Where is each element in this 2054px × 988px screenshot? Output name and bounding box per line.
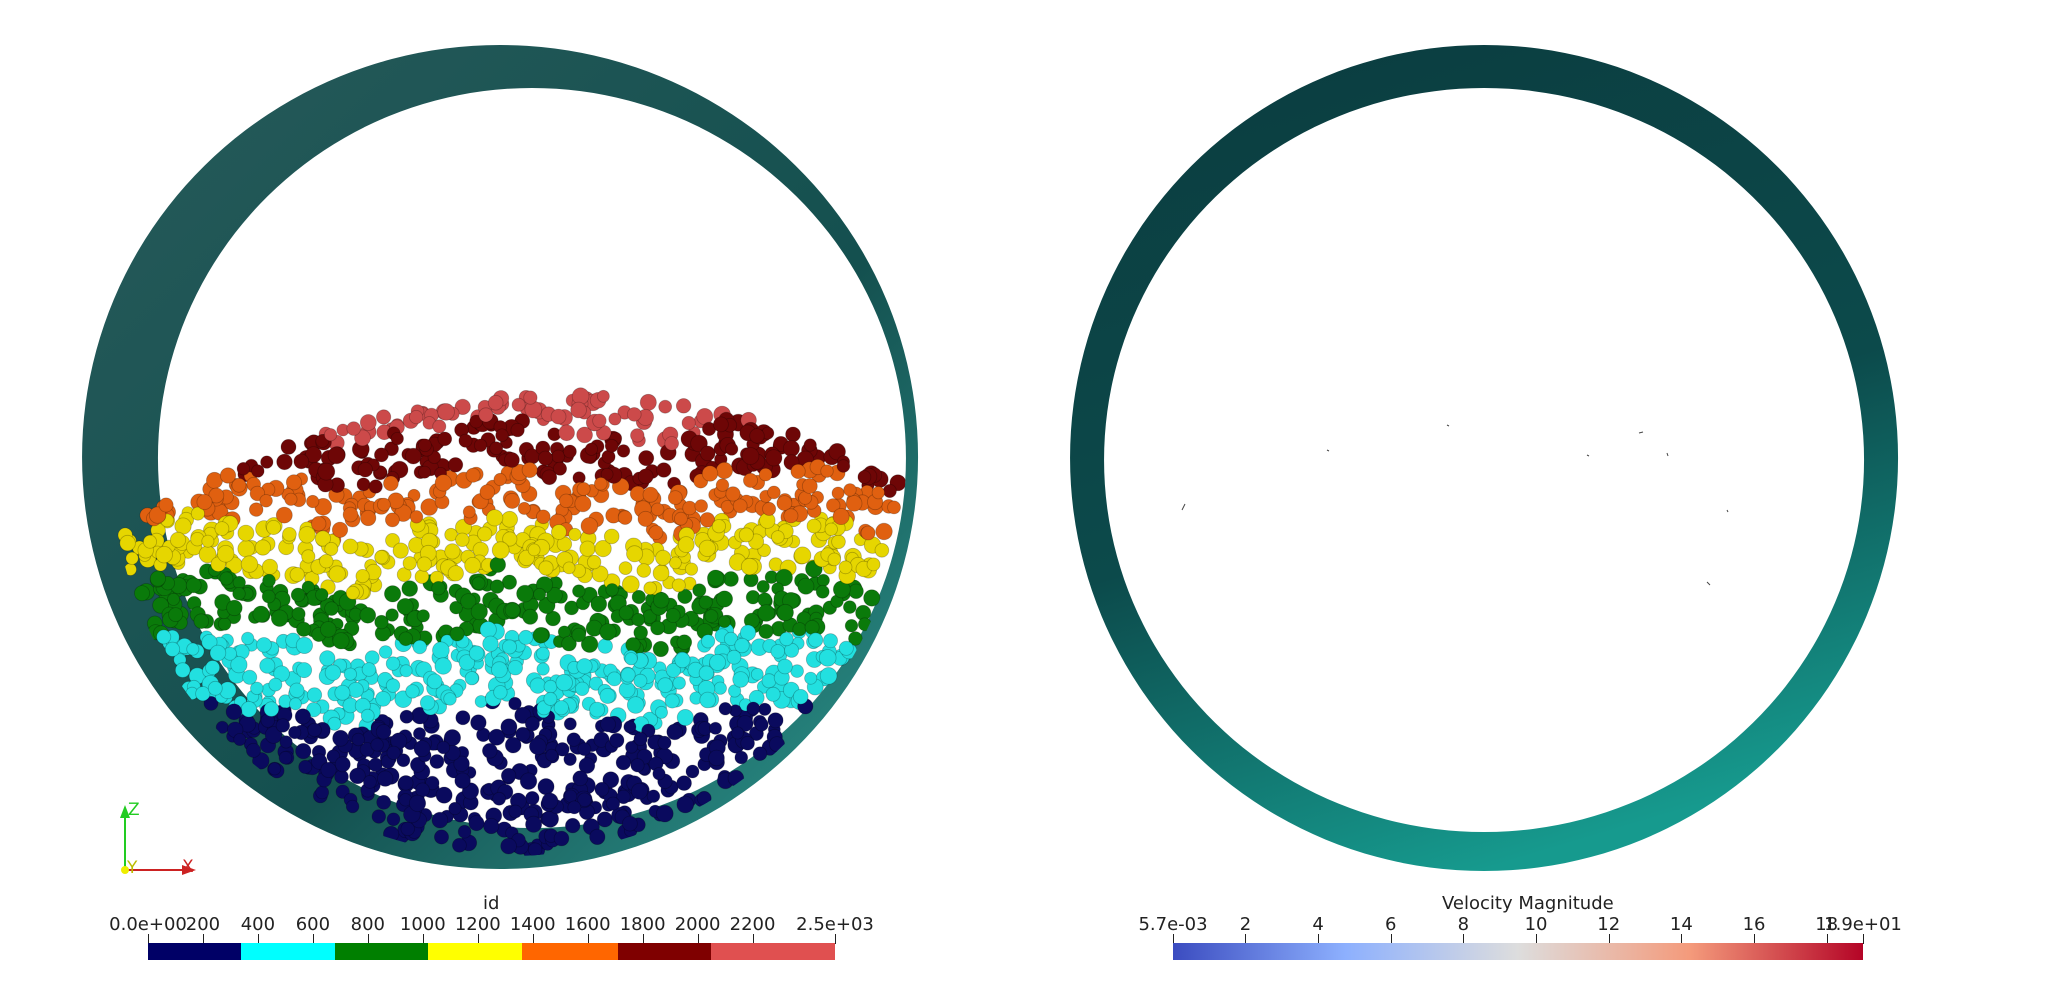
right-render-view[interactable]: Velocity Magnitude 5.7e-03 2 4 6 8 10 12 14 16 18…: [1027, 0, 2054, 988]
id-tick-mark: [752, 934, 754, 944]
colorbar-band: [148, 943, 242, 960]
velocity-tick-label: 10: [1524, 914, 1548, 935]
axis-z-label: Z: [128, 800, 140, 820]
id-tick-mark: [532, 934, 534, 944]
velocity-tick-label: 14: [1669, 914, 1693, 935]
id-tick-label: 1200: [454, 914, 501, 935]
colorbar-band: [334, 943, 429, 960]
velocity-tick-label: 2: [1239, 914, 1252, 935]
id-tick-label: 1000: [399, 914, 446, 935]
id-tick-mark: [587, 934, 589, 944]
velocity-speckles: [1181, 424, 1729, 586]
colorbar-gradient: [148, 943, 835, 960]
id-tick-label: 1400: [509, 914, 556, 935]
velocity-tick-label: 1.9e+01: [1824, 914, 1902, 935]
id-tick-label: 400: [240, 914, 276, 935]
velocity-tick-mark: [1536, 934, 1538, 944]
velocity-tick-mark: [1390, 934, 1392, 944]
id-tick-mark: [367, 934, 369, 944]
velocity-tick-label: 6: [1385, 914, 1397, 935]
id-tick-mark: [257, 934, 259, 944]
id-tick-mark: [148, 934, 149, 944]
right-drum-scene[interactable]: [1027, 0, 2054, 988]
id-tick-mark: [202, 934, 204, 944]
velocity-tick-mark: [1681, 934, 1683, 944]
velocity-tick-mark: [1608, 934, 1610, 944]
id-tick-mark: [697, 934, 699, 944]
particle-bed: [117, 387, 906, 856]
left-render-view[interactable]: Z Y X id 0.0e+00 200 400 600 800 1000 1200 1400…: [0, 0, 1027, 988]
id-tick-label: 2.5e+03: [796, 914, 874, 935]
velocity-tick-mark: [1754, 934, 1756, 944]
velocity-tick-label: 8: [1457, 914, 1470, 935]
colorbar-title: id: [483, 893, 500, 914]
id-tick-mark: [642, 934, 644, 944]
id-tick-label: 2200: [729, 914, 776, 935]
id-tick-label: 1600: [564, 914, 611, 935]
velocity-tick-label: 12: [1597, 914, 1621, 935]
id-tick-label: 800: [350, 914, 386, 935]
velocity-tick-mark: [1173, 934, 1174, 944]
colorbar-gradient: [1173, 943, 1863, 960]
velocity-tick-label: 4: [1312, 914, 1324, 935]
left-drum-scene[interactable]: [0, 0, 1027, 988]
colorbar-band: [241, 943, 335, 960]
velocity-tick-label: 16: [1742, 914, 1766, 935]
axis-x-label: X: [182, 857, 194, 877]
colorbar-band: [711, 943, 835, 960]
id-tick-label: 600: [295, 914, 331, 935]
velocity-tick-label: 18: [1815, 914, 1839, 935]
id-tick-mark: [312, 934, 314, 944]
id-tick-mark: [422, 934, 424, 944]
colorbar-title: Velocity Magnitude: [1442, 893, 1614, 914]
id-tick-label: 1800: [619, 914, 666, 935]
velocity-tick-mark: [1245, 934, 1247, 944]
axis-y-label: Y: [127, 858, 138, 878]
colorbar-band: [428, 943, 522, 960]
velocity-tick-mark: [1463, 934, 1465, 944]
axes-orientation-widget: [120, 805, 196, 875]
id-tick-mark: [835, 934, 836, 944]
colorbar-band: [521, 943, 618, 960]
id-tick-label: 0.0e+00: [109, 914, 187, 935]
colorbar-band: [617, 943, 712, 960]
velocity-tick-label: 5.7e-03: [1138, 914, 1208, 935]
id-tick-label: 200: [185, 914, 221, 935]
id-tick-mark: [477, 934, 479, 944]
velocity-tick-mark: [1318, 934, 1320, 944]
drum-ring: [1070, 45, 1899, 872]
velocity-tick-mark: [1863, 934, 1864, 944]
velocity-tick-mark: [1826, 934, 1828, 944]
id-tick-label: 2000: [674, 914, 721, 935]
